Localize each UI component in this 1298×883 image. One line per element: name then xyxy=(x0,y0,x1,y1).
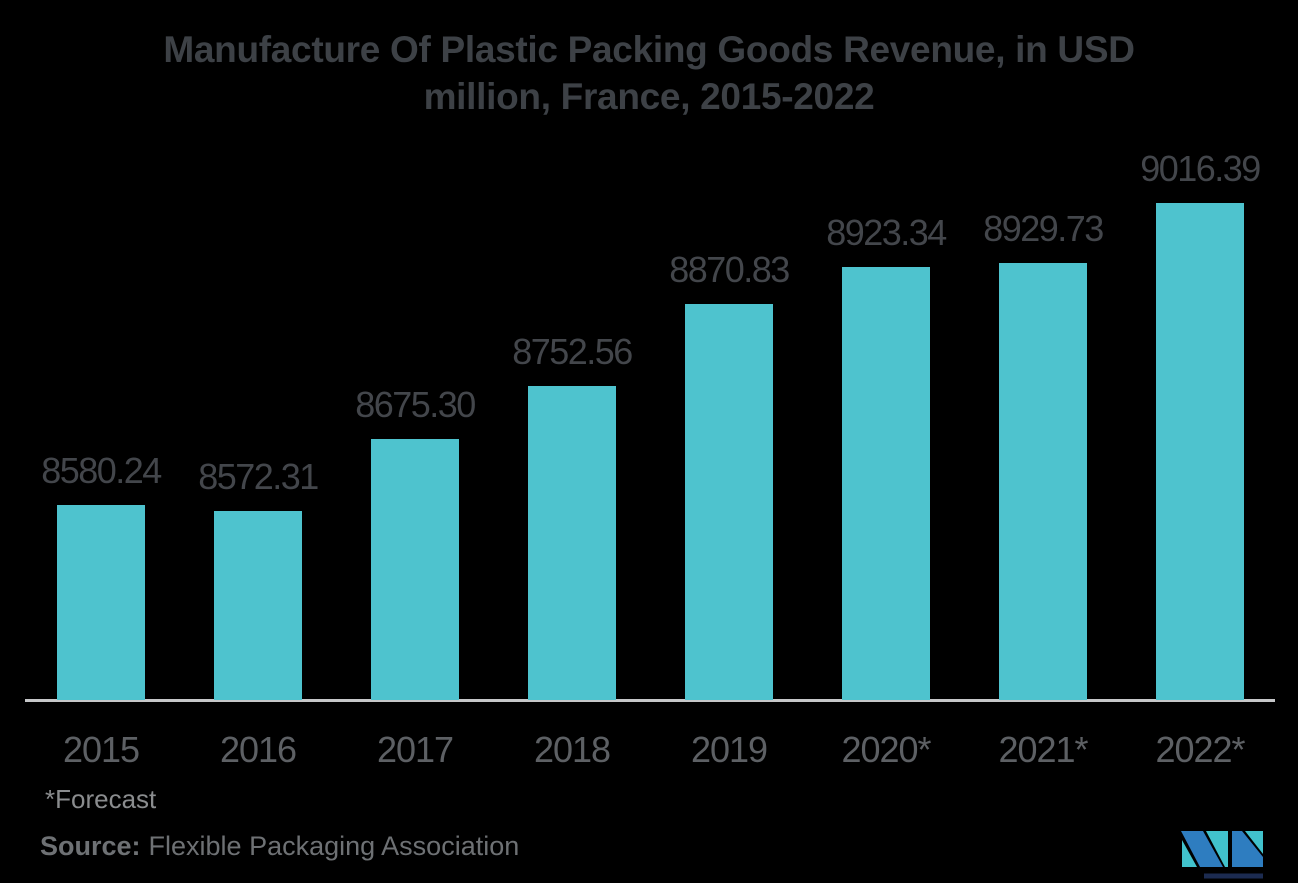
x-tick-label: 2022* xyxy=(1155,729,1245,770)
bar xyxy=(1156,203,1244,700)
x-axis-line xyxy=(25,699,1275,702)
chart-title: Manufacture Of Plastic Packing Goods Rev… xyxy=(163,29,1135,117)
bar xyxy=(999,263,1087,700)
x-tick-label: 2021* xyxy=(998,729,1088,770)
bar xyxy=(685,304,773,700)
bar xyxy=(214,511,302,700)
logo-left-teal-triangle xyxy=(1182,840,1197,867)
x-tick-label: 2018 xyxy=(533,729,611,770)
bar-value-label: 8572.31 xyxy=(198,456,319,497)
bar xyxy=(57,505,145,700)
bar-value-label: 8923.34 xyxy=(826,212,947,253)
x-tick-label: 2020* xyxy=(841,729,931,770)
bar-value-label: 9016.39 xyxy=(1140,148,1261,189)
bar-group: 8870.83 2019 xyxy=(669,249,790,770)
bar-value-label: 8870.83 xyxy=(669,249,790,290)
source-line: Source: Flexible Packaging Association xyxy=(40,831,519,862)
bar-group: 8923.34 2020* xyxy=(826,212,947,770)
bar-group: 8929.73 2021* xyxy=(983,208,1104,770)
bar-group: 9016.39 2022* xyxy=(1140,148,1261,770)
logo-wordmark-bar xyxy=(1204,873,1263,879)
bar-value-label: 8929.73 xyxy=(983,208,1104,249)
x-tick-label: 2017 xyxy=(376,729,454,770)
bar-value-label: 8752.56 xyxy=(512,331,633,372)
x-tick-label: 2016 xyxy=(219,729,297,770)
forecast-footnote: *Forecast xyxy=(45,784,157,814)
logo-mid-teal-shape xyxy=(1206,831,1228,867)
x-tick-label: 2015 xyxy=(62,729,140,770)
bar-group: 8572.31 2016 xyxy=(198,456,319,770)
bar-group: 8580.24 2015 xyxy=(41,450,162,770)
bar xyxy=(528,386,616,700)
bar xyxy=(842,267,930,700)
source-value: Flexible Packaging Association xyxy=(148,831,520,861)
logo-blue-diagonal-band xyxy=(1181,831,1223,867)
bar-value-label: 8675.30 xyxy=(355,384,476,425)
bar-value-label: 8580.24 xyxy=(41,450,162,491)
mordor-intelligence-logo xyxy=(1181,831,1263,879)
bar-group: 8752.56 2018 xyxy=(512,331,633,770)
source-label: Source: xyxy=(40,831,141,861)
logo-i-teal-triangle xyxy=(1245,831,1263,854)
bar xyxy=(371,439,459,700)
x-tick-label: 2019 xyxy=(690,729,768,770)
logo-i-blue-shape xyxy=(1232,831,1263,867)
bar-group: 8675.30 2017 xyxy=(355,384,476,770)
